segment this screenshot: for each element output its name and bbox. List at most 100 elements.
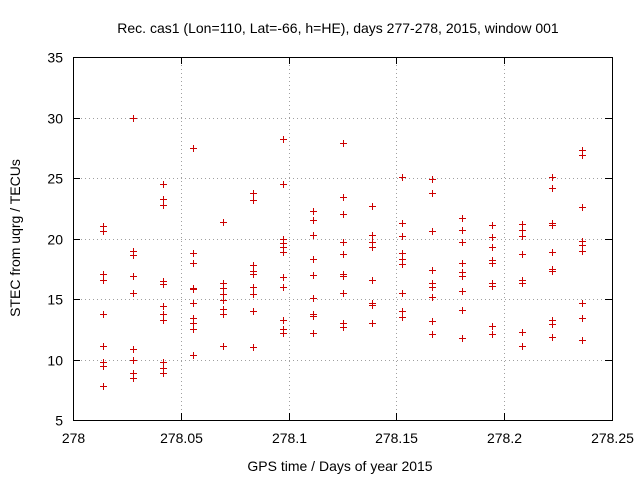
data-point <box>459 307 466 314</box>
data-point <box>369 203 376 210</box>
data-point <box>459 335 466 342</box>
data-point <box>399 220 406 227</box>
data-point <box>429 331 436 338</box>
data-point <box>399 308 406 315</box>
x-tick-label: 278.15 <box>375 430 418 446</box>
data-point <box>190 260 197 267</box>
data-point <box>549 266 556 273</box>
data-point <box>310 217 317 224</box>
data-point <box>519 343 526 350</box>
y-tick-labels: 5 10 15 20 25 30 35 <box>47 50 63 429</box>
y-tick-label: 35 <box>47 50 63 66</box>
data-point <box>489 280 496 287</box>
data-point <box>489 257 496 264</box>
data-point <box>549 220 556 227</box>
data-point <box>190 352 197 359</box>
data-point <box>130 115 137 122</box>
x-tick-label: 278 <box>62 430 86 446</box>
data-point <box>549 249 556 256</box>
data-point <box>250 291 257 298</box>
data-point <box>220 291 227 298</box>
data-point <box>340 290 347 297</box>
data-point <box>310 272 317 279</box>
data-points <box>100 115 586 390</box>
x-axis-label: GPS time / Days of year 2015 <box>247 458 432 474</box>
data-point <box>340 320 347 327</box>
data-point <box>280 181 287 188</box>
y-axis-label: STEC from uqrg / TECUs <box>7 159 23 317</box>
data-point <box>160 196 167 203</box>
data-point <box>579 204 586 211</box>
data-point <box>340 194 347 201</box>
data-point <box>190 145 197 152</box>
data-point <box>459 215 466 222</box>
data-point <box>250 268 257 275</box>
data-point <box>399 314 406 321</box>
data-point <box>190 326 197 333</box>
data-point <box>130 346 137 353</box>
data-point <box>519 233 526 240</box>
x-tick-labels: 278 278.05 278.1 278.15 278.2 278.25 <box>62 430 634 446</box>
data-point <box>579 300 586 307</box>
data-point <box>459 227 466 234</box>
data-point <box>160 365 167 372</box>
data-point <box>310 330 317 337</box>
data-point <box>160 278 167 285</box>
data-point <box>310 256 317 263</box>
data-point <box>100 359 107 366</box>
data-point <box>100 271 107 278</box>
data-point <box>220 219 227 226</box>
data-point <box>130 290 137 297</box>
chart-title: Rec. cas1 (Lon=110, Lat=-66, h=HE), days… <box>117 20 559 36</box>
data-point <box>130 370 137 377</box>
data-point <box>220 280 227 287</box>
data-point <box>549 317 556 324</box>
data-point <box>190 315 197 322</box>
data-point <box>250 190 257 197</box>
data-point <box>519 329 526 336</box>
y-tick-label: 20 <box>47 232 63 248</box>
data-point <box>310 295 317 302</box>
data-point <box>489 323 496 330</box>
data-point <box>369 300 376 307</box>
data-point <box>100 277 107 284</box>
data-point <box>160 317 167 324</box>
data-point <box>459 269 466 276</box>
x-tick-label: 278.25 <box>591 430 634 446</box>
data-point <box>579 315 586 322</box>
y-tick-label: 5 <box>55 413 63 429</box>
data-point <box>340 251 347 258</box>
data-point <box>519 227 526 234</box>
data-point <box>579 248 586 255</box>
data-point <box>190 250 197 257</box>
data-point <box>369 277 376 284</box>
data-point <box>519 277 526 284</box>
plot-frame <box>73 57 613 421</box>
data-point <box>549 334 556 341</box>
data-point <box>429 280 436 287</box>
data-point <box>489 331 496 338</box>
data-point <box>280 317 287 324</box>
y-tick-label: 15 <box>47 292 63 308</box>
data-point <box>280 284 287 291</box>
data-point <box>429 176 436 183</box>
data-point <box>190 285 197 292</box>
data-point <box>280 274 287 281</box>
data-point <box>340 239 347 246</box>
data-point <box>429 228 436 235</box>
data-point <box>250 284 257 291</box>
data-point <box>489 244 496 251</box>
data-point <box>489 222 496 229</box>
x-tick-label: 278.1 <box>272 430 307 446</box>
data-point <box>310 208 317 215</box>
data-point <box>100 383 107 390</box>
data-point <box>369 320 376 327</box>
data-point <box>579 337 586 344</box>
data-point <box>130 273 137 280</box>
data-point <box>519 251 526 258</box>
y-tick-label: 10 <box>47 353 63 369</box>
data-point <box>280 326 287 333</box>
data-point <box>160 202 167 209</box>
data-point <box>399 256 406 263</box>
